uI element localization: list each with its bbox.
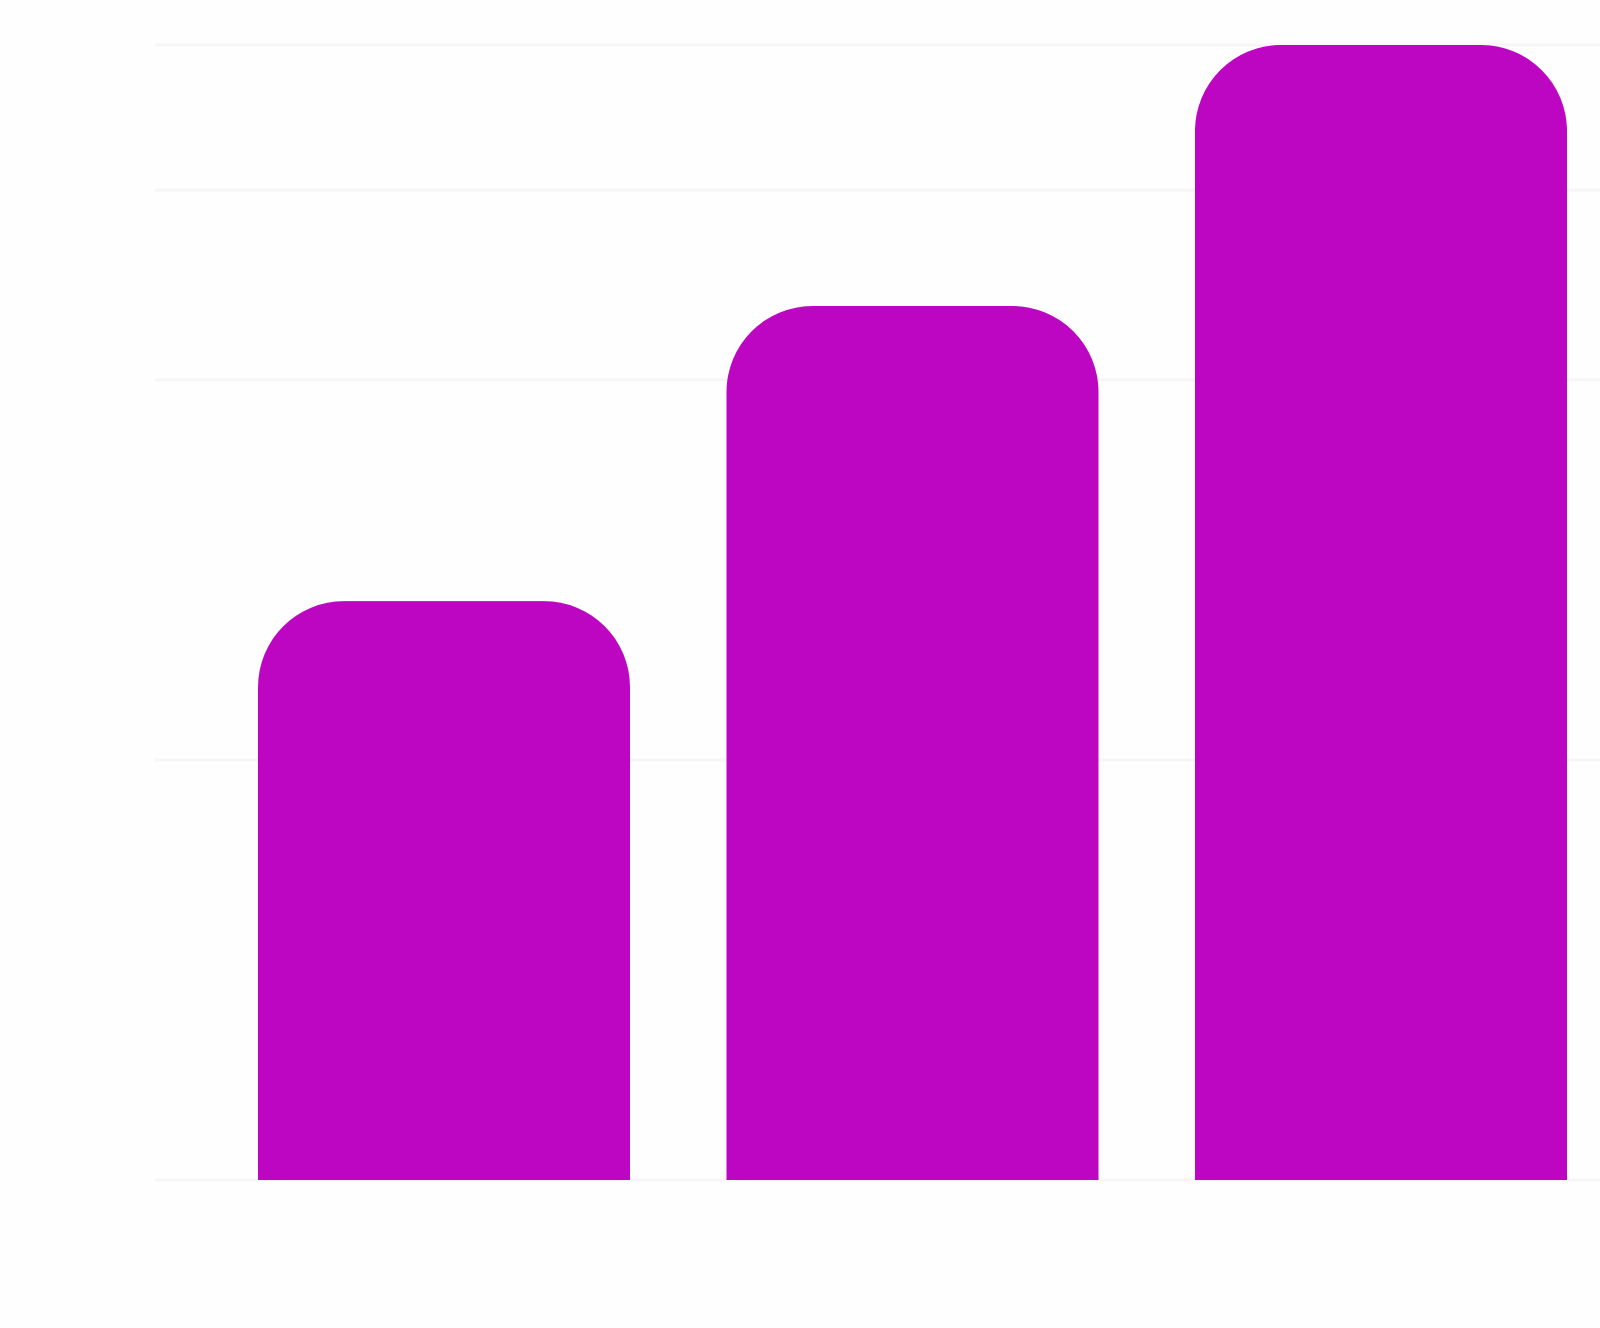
bar-2: [726, 306, 1099, 1180]
bar-3: [1195, 45, 1567, 1180]
bar-1: [258, 601, 630, 1180]
